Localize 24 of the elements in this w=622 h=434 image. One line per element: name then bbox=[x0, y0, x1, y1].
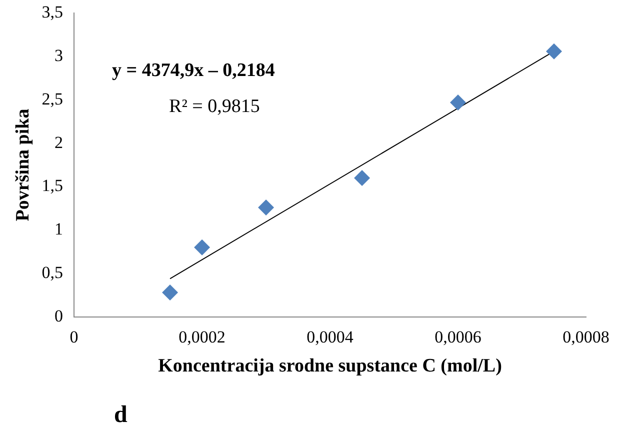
x-tick-label: 0,0006 bbox=[434, 327, 482, 346]
point bbox=[162, 284, 178, 301]
x-tick-label: 0,0002 bbox=[178, 327, 226, 346]
point bbox=[354, 170, 370, 186]
annotation: y = 4374,9x – 0,2184 bbox=[112, 60, 276, 82]
x-tick-label: 0,0004 bbox=[306, 327, 354, 346]
y-tick-label: 1 bbox=[54, 220, 64, 239]
point bbox=[546, 43, 562, 60]
y-tick-label: 0 bbox=[54, 306, 64, 326]
y-tick-label: 3,5 bbox=[42, 2, 64, 22]
y-tick-label: 0,5 bbox=[42, 262, 64, 282]
y-axis-title: Površina pika bbox=[12, 108, 34, 222]
x-tick-label: 0 bbox=[70, 327, 78, 346]
point bbox=[450, 94, 466, 111]
text: d bbox=[114, 402, 128, 428]
y-tick-label: 1,5 bbox=[42, 176, 64, 196]
x-axis-title: Koncentracija srodne supstance C (mol/L) bbox=[158, 356, 502, 377]
x-tick-label: 0,0008 bbox=[562, 327, 610, 346]
point bbox=[194, 239, 210, 256]
point bbox=[258, 200, 274, 216]
y-tick-label: 2,5 bbox=[42, 89, 64, 108]
y-tick-label: 3 bbox=[54, 46, 64, 66]
y-tick-label: 2 bbox=[54, 132, 64, 152]
annotation: R² = 0,9815 bbox=[169, 96, 260, 118]
